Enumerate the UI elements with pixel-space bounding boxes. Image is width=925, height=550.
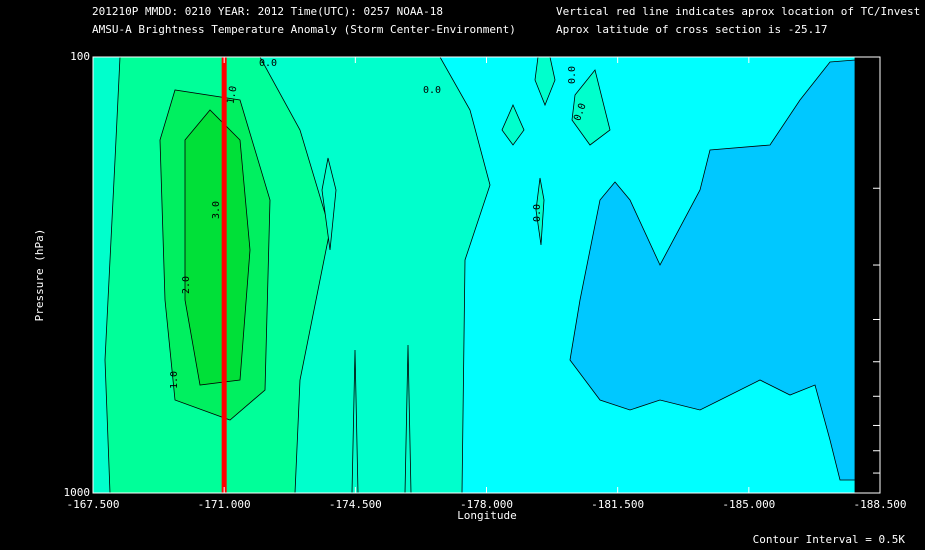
contour-label: 0.0 — [567, 66, 578, 84]
contour-region — [184, 109, 251, 386]
y-tick-label: 100 — [70, 50, 90, 63]
x-axis-label: Longitude — [457, 509, 517, 522]
x-tick-label: -174.500 — [329, 498, 382, 511]
x-tick-label: -167.500 — [67, 498, 120, 511]
contour-label: 0.0 — [532, 204, 543, 222]
x-tick-label: -178.000 — [460, 498, 513, 511]
contour-region — [321, 157, 337, 251]
footer: Contour Interval = 0.5K — [753, 533, 906, 546]
x-tick-label: -171.000 — [198, 498, 251, 511]
contour-region — [571, 69, 611, 146]
contour-label: 0.0 — [259, 58, 277, 69]
note-line: Aprox latitude of cross section is -25.1… — [556, 23, 828, 36]
x-tick-label: -188.500 — [854, 498, 907, 511]
x-tick-label: -185.000 — [722, 498, 775, 511]
contour-region — [535, 177, 545, 246]
y-axis-label: Pressure (hPa) — [33, 229, 46, 322]
contour-region — [501, 104, 525, 146]
plot-area: 0.00.00.00.00.01.01.02.03.0 — [92, 56, 880, 494]
contour-label: 3.0 — [211, 201, 222, 219]
no-data — [855, 57, 880, 493]
note-line: Vertical red line indicates aprox locati… — [556, 5, 920, 18]
contour-label: 1.0 — [169, 371, 180, 389]
y-tick-label: 1000 — [64, 486, 91, 499]
contour-label: 2.0 — [181, 276, 192, 294]
contour-label: 0.0 — [423, 85, 441, 96]
contour-label: 1.0 — [226, 85, 240, 105]
title-line: 201210P MMDD: 0210 YEAR: 2012 Time(UTC):… — [92, 5, 443, 18]
title-line: AMSU-A Brightness Temperature Anomaly (S… — [92, 23, 516, 36]
x-tick-label: -181.500 — [591, 498, 644, 511]
